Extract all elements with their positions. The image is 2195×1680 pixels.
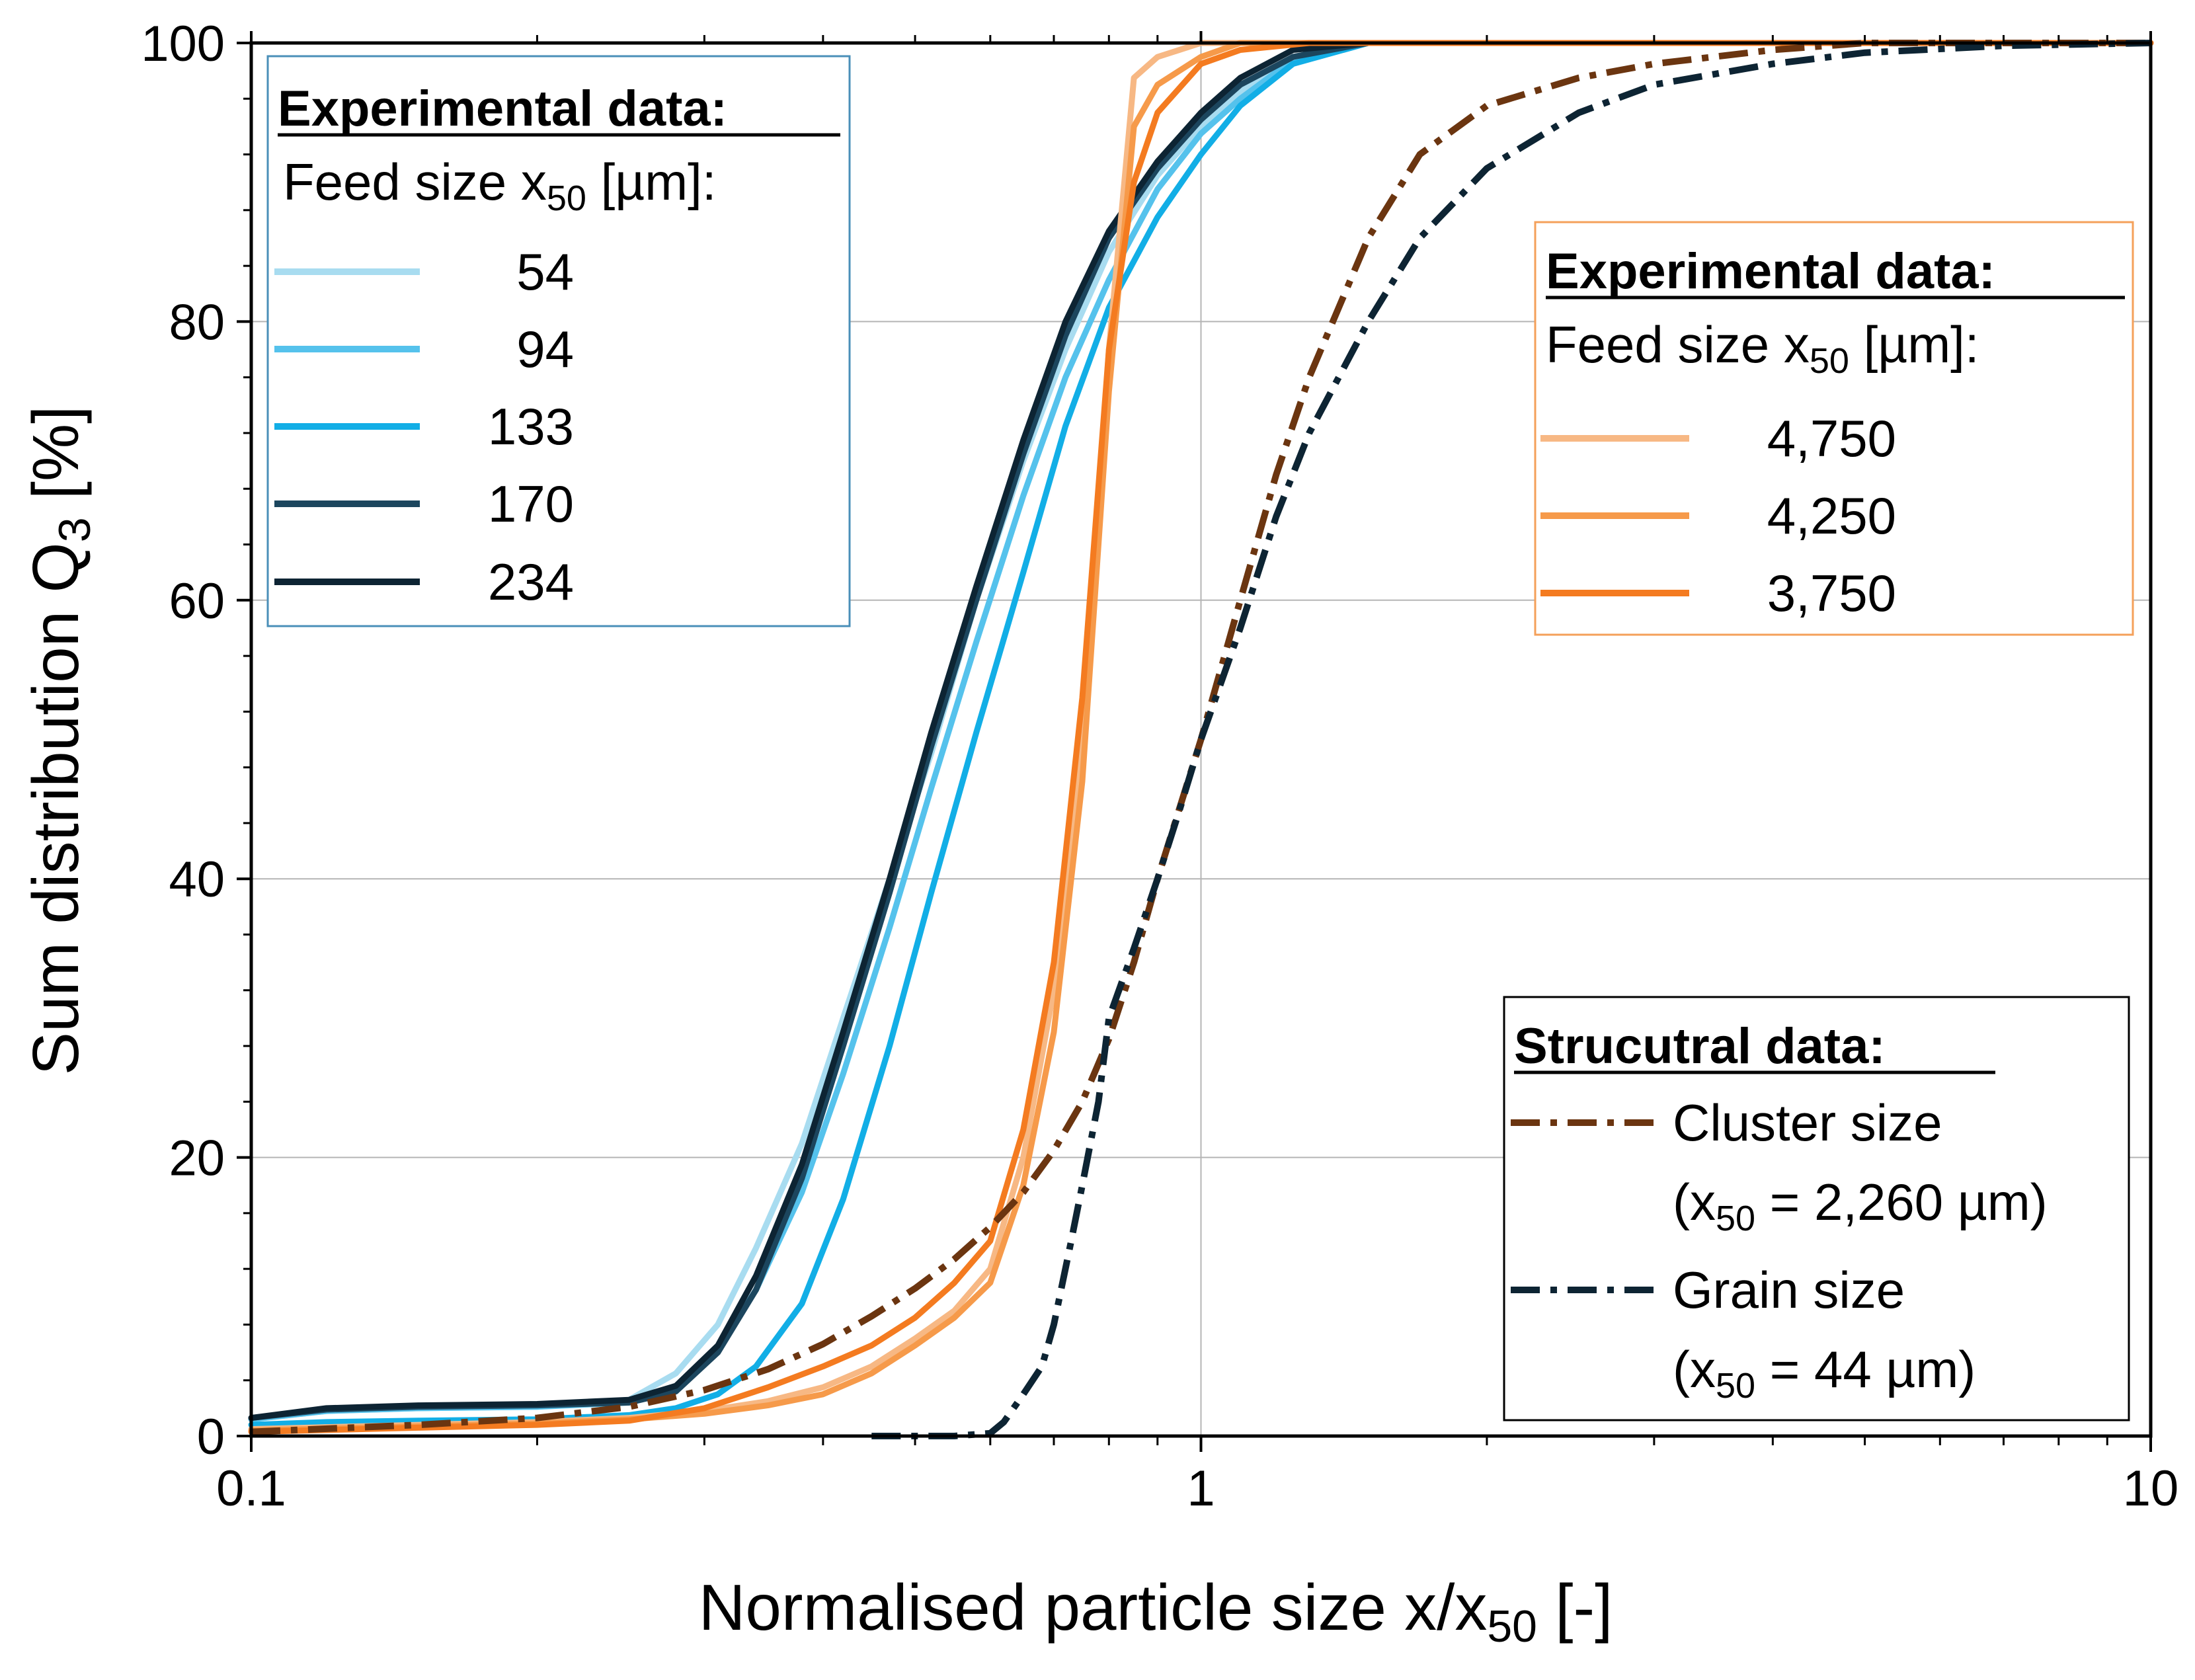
x-axis-title: Normalised particle size x/x50 [-]: [699, 1571, 1613, 1652]
legend-fine-subtitle-sub: 50: [547, 179, 586, 218]
series-line-234: [248, 40, 2154, 1421]
y-tick-label-4: 80: [169, 294, 225, 350]
x-tick-label-0: 0.1: [216, 1460, 286, 1517]
y-axis-title-sub: 3: [50, 517, 100, 542]
legend-structural-detail-grain: (x50 = 44 µm): [1673, 1340, 1976, 1406]
series-layer: [248, 40, 2154, 1439]
legend-coarse-label-4750: 4,750: [1767, 409, 1896, 467]
legend-fine-label-133: 133: [488, 397, 574, 456]
y-tick-label-5: 100: [141, 16, 225, 72]
x-axis-title-tail: [-]: [1537, 1571, 1613, 1644]
legend-structural-detail-grain-pre: (x: [1673, 1340, 1716, 1398]
legend-structural-detail-cluster-sub: 50: [1716, 1199, 1755, 1238]
legend-fine-label-94: 94: [516, 320, 574, 378]
legend-coarse-subtitle-sub: 50: [1810, 341, 1849, 381]
series-line-3-750: [248, 40, 2154, 1435]
legend-coarse-subtitle-main: Feed size x: [1546, 315, 1810, 374]
y-axis-title-main: Sum distribution Q: [19, 542, 92, 1075]
x-tick-label-1: 1: [1187, 1460, 1215, 1517]
legend-fine-title: Experimental data:: [278, 81, 727, 137]
legend-structural-detail-grain-sub: 50: [1716, 1366, 1755, 1406]
legend-fine-label-54: 54: [516, 243, 574, 301]
y-tick-label-0: 0: [197, 1409, 225, 1465]
y-tick-label-2: 40: [169, 852, 225, 908]
x-axis-title-sub: 50: [1487, 1601, 1537, 1652]
legend-coarse-label-3750: 3,750: [1767, 564, 1896, 622]
legend-fine-box: [266, 55, 851, 627]
legend-coarse-title: Experimental data:: [1546, 243, 1995, 300]
x-axis-title-main: Normalised particle size x/x: [699, 1571, 1488, 1644]
legend-coarse-subtitle: Feed size x50 [µm]:: [1546, 315, 1979, 381]
legend-structural-detail-grain-tail: = 44 µm): [1755, 1340, 1976, 1398]
y-axis-title-tail: [%]: [19, 406, 92, 518]
legend-structural: Strucutral data: Cluster size (x50 = 2,2…: [1503, 996, 2130, 1421]
y-tick-label-3: 60: [169, 573, 225, 629]
legend-coarse: Experimental data: Feed size x50 [µm]: 4…: [1534, 221, 2134, 636]
legend-fine-label-234: 234: [488, 553, 574, 611]
y-tick-label-1: 20: [169, 1131, 225, 1187]
legend-fine-subtitle: Feed size x50 [µm]:: [283, 153, 717, 218]
axes-layer: 0 20 40 60 80 100 0.1 1 10: [141, 16, 2178, 1517]
legend-coarse-label-4250: 4,250: [1767, 487, 1896, 545]
legend-structural-label-cluster: Cluster size: [1673, 1094, 1942, 1152]
y-axis-title: Sum distribution Q3 [%]: [19, 406, 100, 1076]
legend-structural-label-grain: Grain size: [1673, 1261, 1905, 1319]
legend-coarse-subtitle-tail: [µm]:: [1849, 315, 1979, 374]
legend-coarse-box: [1534, 221, 2134, 636]
legend-fine-label-170: 170: [488, 475, 574, 533]
legend-structural-detail-cluster-pre: (x: [1673, 1173, 1716, 1231]
legend-fine-subtitle-main: Feed size x: [283, 153, 547, 211]
legend-fine: Experimental data: Feed size x50 [µm]: 5…: [266, 55, 851, 627]
legend-structural-detail-cluster-tail: = 2,260 µm): [1755, 1173, 2048, 1231]
legend-structural-box: [1503, 996, 2130, 1421]
x-tick-label-2: 10: [2123, 1460, 2179, 1517]
legend-fine-subtitle-tail: [µm]:: [586, 153, 717, 211]
legend-structural-detail-cluster: (x50 = 2,260 µm): [1673, 1173, 2048, 1238]
legend-structural-title: Strucutral data:: [1514, 1018, 1886, 1074]
series-line-grain-size: [871, 40, 2151, 1439]
